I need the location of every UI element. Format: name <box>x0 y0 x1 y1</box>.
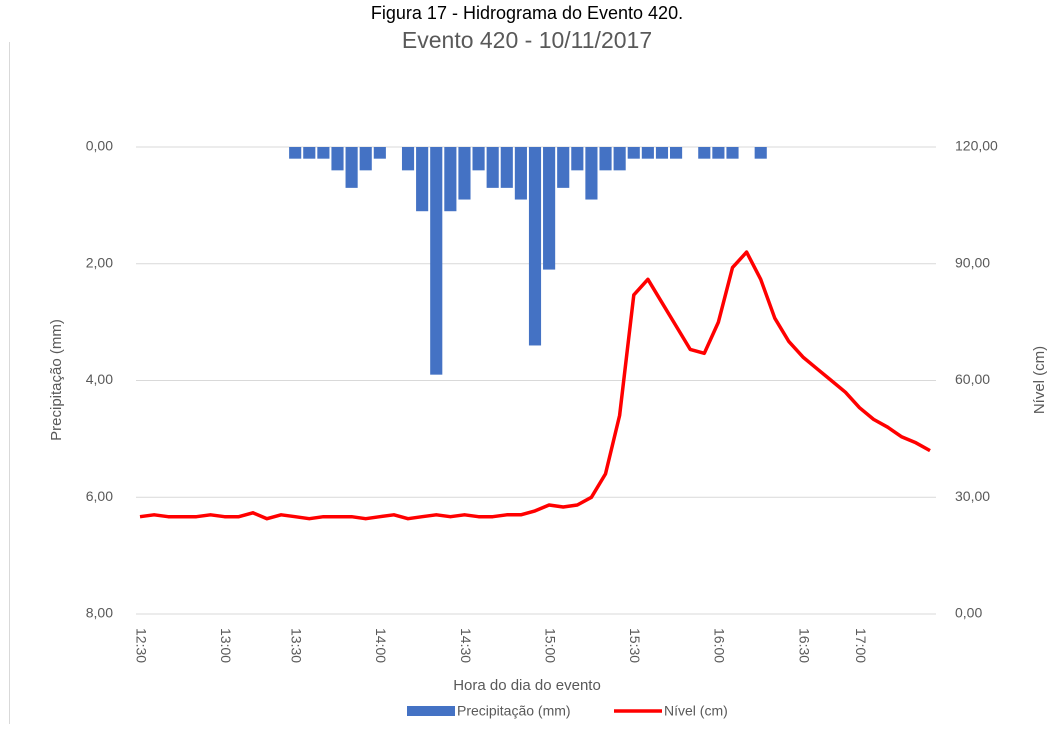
y2-axis-title: Nível (cm) <box>1031 346 1048 414</box>
line <box>139 250 931 521</box>
bar <box>670 147 683 159</box>
y-tick-label: 8,00 <box>86 605 113 621</box>
bar <box>401 147 415 171</box>
x-tick-label: 15:30 <box>627 628 643 663</box>
bar <box>500 147 513 188</box>
bar <box>303 147 316 159</box>
bar <box>373 147 386 159</box>
x-tick-label: 14:00 <box>373 628 389 663</box>
y-tick-label: 6,00 <box>86 488 113 504</box>
bar <box>331 147 344 171</box>
x-tick-label: 14:30 <box>458 628 474 663</box>
bar <box>585 147 598 200</box>
legend-swatch <box>407 706 455 716</box>
bar <box>472 147 485 171</box>
bar <box>416 147 429 212</box>
bar <box>557 147 570 188</box>
bar <box>543 147 556 270</box>
bar <box>458 147 471 200</box>
y2-tick-label: 120,00 <box>955 138 998 154</box>
bar <box>571 147 584 171</box>
x-tick-label: 12:30 <box>133 628 149 663</box>
y2-tick-label: 60,00 <box>955 371 990 387</box>
x-tick-label: 13:00 <box>218 628 234 663</box>
x-tick-label: 13:30 <box>288 628 304 663</box>
bar <box>712 147 725 159</box>
bar <box>528 147 542 346</box>
bar <box>613 147 626 171</box>
bar <box>514 147 527 200</box>
bar <box>655 147 669 159</box>
x-tick-label: 17:00 <box>853 628 869 663</box>
bar <box>627 147 640 159</box>
bar <box>444 147 457 212</box>
figure-caption: Figura 17 - Hidrograma do Evento 420. <box>371 3 683 23</box>
bar <box>486 147 499 188</box>
bar <box>430 147 443 375</box>
bar <box>754 147 767 159</box>
x-tick-label: 16:30 <box>796 628 812 663</box>
y2-tick-label: 90,00 <box>955 254 990 270</box>
legend-label: Precipitação (mm) <box>457 703 571 719</box>
y-tick-label: 2,00 <box>86 254 113 270</box>
bar <box>698 147 711 159</box>
x-tick-label: 16:00 <box>712 628 728 663</box>
y-axis-title: Precipitação (mm) <box>48 319 65 441</box>
bar <box>641 147 654 159</box>
bar <box>289 147 302 159</box>
x-axis-title: Hora do dia do evento <box>453 677 601 694</box>
bar <box>317 147 330 159</box>
y-tick-label: 4,00 <box>86 371 113 387</box>
y2-tick-label: 30,00 <box>955 488 990 504</box>
y2-tick-label: 0,00 <box>955 605 982 621</box>
chart-title: Evento 420 - 10/11/2017 <box>402 27 652 53</box>
x-tick-label: 15:00 <box>542 628 558 663</box>
bar <box>726 147 739 159</box>
y-tick-label: 0,00 <box>86 138 113 154</box>
bar <box>345 147 358 188</box>
legend-label: Nível (cm) <box>664 703 728 719</box>
bar <box>599 147 612 171</box>
bar <box>359 147 372 171</box>
